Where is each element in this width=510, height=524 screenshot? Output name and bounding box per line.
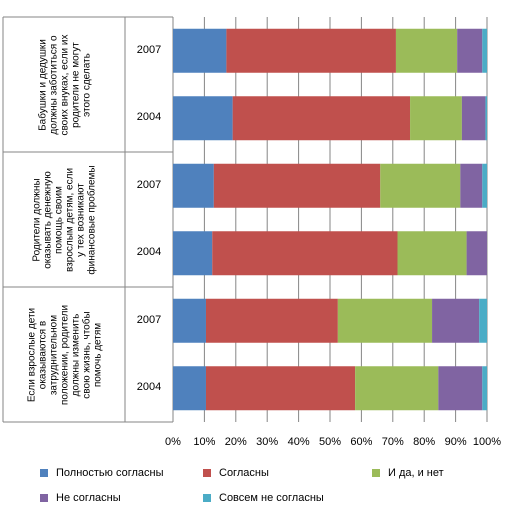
x-tick-label: 10% — [193, 436, 216, 448]
bar-segment — [461, 96, 486, 141]
legend-label: Согласны — [219, 467, 269, 479]
bar-segment — [173, 96, 233, 141]
x-tick-label: 80% — [413, 436, 436, 448]
bar-segment — [337, 298, 433, 343]
year-tick-label: 2007 — [136, 178, 162, 191]
x-tick-label: 90% — [444, 436, 467, 448]
bar-segment — [173, 163, 214, 208]
bar-segment — [438, 366, 483, 411]
x-tick-label: 30% — [256, 436, 279, 448]
bar-segment — [482, 366, 487, 411]
bar-segment — [173, 231, 213, 276]
x-tick-label: 100% — [472, 436, 502, 448]
bar-segment — [173, 298, 206, 343]
x-tick-label: 20% — [224, 436, 247, 448]
category-label: Родители должны оказывать денежную помощ… — [31, 164, 97, 275]
bar-segment — [466, 231, 487, 276]
bar-segment — [457, 28, 483, 73]
bar-segment — [460, 163, 483, 208]
bar-segment — [485, 96, 487, 141]
bar-segment — [205, 298, 338, 343]
bar-segment — [205, 366, 356, 411]
x-tick-label: 60% — [350, 436, 373, 448]
x-tick-label: 40% — [287, 436, 310, 448]
year-tick-label: 2007 — [136, 43, 162, 56]
legend-swatch — [203, 469, 211, 477]
category-label: Если взрослые дети оказываются в затрудн… — [25, 304, 103, 405]
bar-segment — [410, 96, 462, 141]
year-tick-label: 2004 — [136, 111, 162, 124]
bar-segment — [213, 163, 381, 208]
legend-label: И да, и нет — [388, 467, 444, 479]
legend-item: Полностью согласны — [40, 467, 164, 479]
bar-segment — [482, 163, 487, 208]
x-tick-label: 0% — [165, 436, 181, 448]
bar-segment — [212, 231, 398, 276]
legend-item: Не согласны — [40, 492, 121, 504]
bar-segment — [395, 28, 458, 73]
bar-segment — [397, 231, 467, 276]
bar-segment — [173, 366, 206, 411]
bar-segment — [232, 96, 411, 141]
bar-segment — [355, 366, 439, 411]
category-label: Бабушки и дедушки должны заботиться о св… — [36, 33, 92, 136]
legend-swatch — [40, 494, 48, 502]
legend-item: Совсем не согласны — [203, 492, 324, 504]
legend-item: И да, и нет — [372, 467, 444, 479]
x-tick-label: 50% — [318, 436, 342, 448]
bar-segment — [482, 28, 487, 73]
legend-label: Полностью согласны — [56, 467, 164, 479]
bar-segment — [380, 163, 461, 208]
legend-label: Совсем не согласны — [219, 492, 324, 504]
year-tick-label: 2004 — [136, 381, 162, 394]
legend-label: Не согласны — [56, 492, 121, 504]
legend-item: Согласны — [203, 467, 269, 479]
bar-segment — [226, 28, 396, 73]
year-tick-label: 2007 — [136, 313, 162, 326]
legend-swatch — [203, 494, 211, 502]
x-tick-label: 70% — [381, 436, 404, 448]
bar-segment — [479, 298, 487, 343]
year-tick-label: 2004 — [136, 246, 162, 259]
bar-segment — [173, 28, 227, 73]
bar-segment — [432, 298, 480, 343]
legend-swatch — [40, 469, 48, 477]
legend-swatch — [372, 469, 380, 477]
